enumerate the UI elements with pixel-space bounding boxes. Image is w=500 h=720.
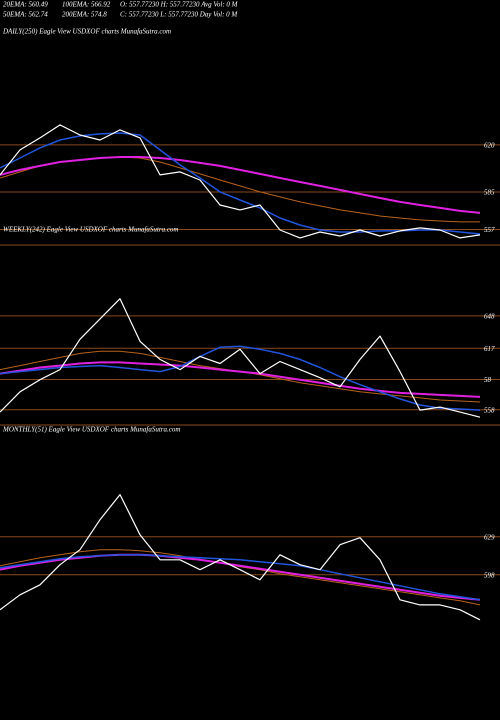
panel-title: DAILY(250) Eagle View USDXOF charts Muna… <box>2 28 171 36</box>
price-line <box>0 361 481 398</box>
price-line <box>0 156 480 223</box>
y-tick-label: 598 <box>484 571 495 579</box>
header-text: 20EMA: 560.49 <box>3 1 48 9</box>
price-line <box>0 350 481 403</box>
y-tick-label: 629 <box>484 533 495 541</box>
y-tick-label: 648 <box>484 313 495 321</box>
header-text: 100EMA: 566.92 <box>62 1 111 9</box>
price-line <box>0 345 481 411</box>
y-tick-label: 558 <box>484 406 495 414</box>
panel-title: WEEKLY(242) Eagle View USDXOF charts Mun… <box>3 226 179 234</box>
price-line <box>0 494 481 621</box>
price-line <box>0 554 481 601</box>
y-tick-label: 585 <box>484 189 495 197</box>
y-tick-label: 617 <box>484 345 495 353</box>
header-text: O: 557.77230 H: 557.77230 Avg Vol: 0 M <box>120 1 239 9</box>
price-line <box>0 156 481 214</box>
price-line <box>0 298 481 418</box>
price-line <box>0 124 481 239</box>
y-tick-label: 58 <box>484 376 492 384</box>
price-line <box>0 553 481 601</box>
y-tick-label: 557 <box>484 226 495 234</box>
header-text: 200EMA: 574.8 <box>62 11 107 19</box>
y-tick-label: 620 <box>484 142 495 150</box>
header-text: C: 557.77230 L: 557.77230 Day Vol: 0 M <box>120 11 238 19</box>
panel-title: MONTHLY(51) Eagle View USDXOF charts Mun… <box>2 426 180 434</box>
header-text: 50EMA: 562.74 <box>3 11 48 19</box>
